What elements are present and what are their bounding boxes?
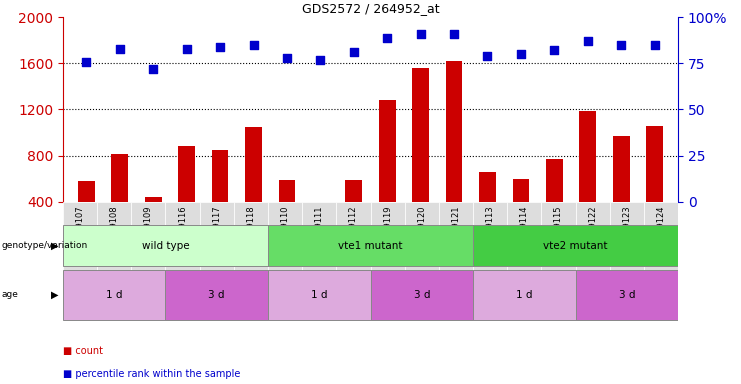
Bar (302, 202, 336, 271)
Point (515, 51, 527, 57)
Point (415, 31, 427, 37)
Point (615, 42, 627, 48)
Bar (179, 146, 195, 248)
Point (181, 46, 193, 52)
Bar (379, 100, 396, 248)
Bar (279, 180, 296, 248)
Bar (336, 202, 370, 271)
Point (348, 49, 359, 55)
Point (147, 66, 159, 72)
Text: GSM109121: GSM109121 (451, 205, 460, 256)
Bar (479, 172, 496, 248)
Bar (646, 126, 663, 248)
Bar (546, 159, 562, 248)
Bar (111, 154, 128, 248)
Bar (473, 225, 678, 266)
Text: GSM109115: GSM109115 (554, 205, 563, 256)
Bar (245, 127, 262, 248)
Bar (268, 202, 302, 271)
Bar (212, 150, 228, 248)
Text: ▶: ▶ (51, 241, 59, 251)
Bar (63, 202, 97, 271)
Text: GSM109120: GSM109120 (417, 205, 426, 256)
Text: GSM109122: GSM109122 (588, 205, 597, 256)
Bar (507, 202, 542, 271)
Point (114, 46, 126, 52)
Text: GSM109108: GSM109108 (110, 205, 119, 256)
Point (648, 42, 660, 48)
Bar (97, 202, 131, 271)
Text: 3 d: 3 d (208, 290, 225, 300)
Text: GSM109116: GSM109116 (178, 205, 187, 256)
Text: ▶: ▶ (51, 290, 59, 300)
Point (281, 55, 293, 61)
Point (314, 56, 326, 63)
Text: 1 d: 1 d (311, 290, 328, 300)
Text: ■ percentile rank within the sample: ■ percentile rank within the sample (63, 369, 240, 379)
Bar (234, 202, 268, 271)
Text: GSM109109: GSM109109 (144, 205, 153, 256)
Point (382, 35, 393, 41)
Text: GSM109114: GSM109114 (519, 205, 529, 256)
Text: GSM109119: GSM109119 (383, 205, 392, 256)
Text: GSM109113: GSM109113 (485, 205, 494, 256)
Bar (268, 225, 473, 266)
Point (247, 42, 259, 48)
Bar (63, 225, 268, 266)
Bar (445, 61, 462, 248)
Bar (165, 270, 268, 319)
Bar (165, 202, 199, 271)
Bar (131, 202, 165, 271)
Text: 1 d: 1 d (106, 290, 122, 300)
Bar (439, 202, 473, 271)
Bar (473, 202, 507, 271)
Bar (199, 202, 234, 271)
Bar (473, 270, 576, 319)
Text: genotype/variation: genotype/variation (1, 241, 87, 250)
Text: age: age (1, 290, 19, 299)
Text: 3 d: 3 d (413, 290, 430, 300)
Text: GSM109107: GSM109107 (76, 205, 84, 256)
Text: GSM109110: GSM109110 (281, 205, 290, 256)
Bar (78, 181, 95, 248)
Text: GSM109111: GSM109111 (315, 205, 324, 256)
Text: GSM109118: GSM109118 (247, 205, 256, 256)
Point (214, 44, 226, 50)
Text: ■ count: ■ count (63, 346, 103, 356)
Bar (576, 270, 678, 319)
Bar (579, 111, 596, 248)
Text: GSM109124: GSM109124 (657, 205, 665, 256)
Bar (63, 270, 165, 319)
Point (448, 31, 460, 37)
Point (482, 53, 494, 59)
Bar (576, 202, 610, 271)
Title: GDS2572 / 264952_at: GDS2572 / 264952_at (302, 2, 439, 15)
Bar (613, 136, 630, 248)
Bar (312, 206, 329, 248)
Bar (644, 202, 678, 271)
Text: vte1 mutant: vte1 mutant (338, 241, 403, 251)
Bar (542, 202, 576, 271)
Point (582, 38, 594, 44)
Bar (412, 68, 429, 248)
Bar (268, 270, 370, 319)
Bar (370, 202, 405, 271)
Bar (513, 179, 529, 248)
Text: GSM109112: GSM109112 (349, 205, 358, 256)
Point (548, 47, 560, 53)
Text: wild type: wild type (142, 241, 189, 251)
Text: 1 d: 1 d (516, 290, 533, 300)
Text: vte2 mutant: vte2 mutant (543, 241, 608, 251)
Text: 3 d: 3 d (619, 290, 635, 300)
Bar (610, 202, 644, 271)
Bar (370, 270, 473, 319)
Point (81, 58, 93, 65)
Bar (145, 197, 162, 248)
Bar (345, 180, 362, 248)
Text: GSM109123: GSM109123 (622, 205, 631, 256)
Text: GSM109117: GSM109117 (212, 205, 222, 256)
Bar (405, 202, 439, 271)
